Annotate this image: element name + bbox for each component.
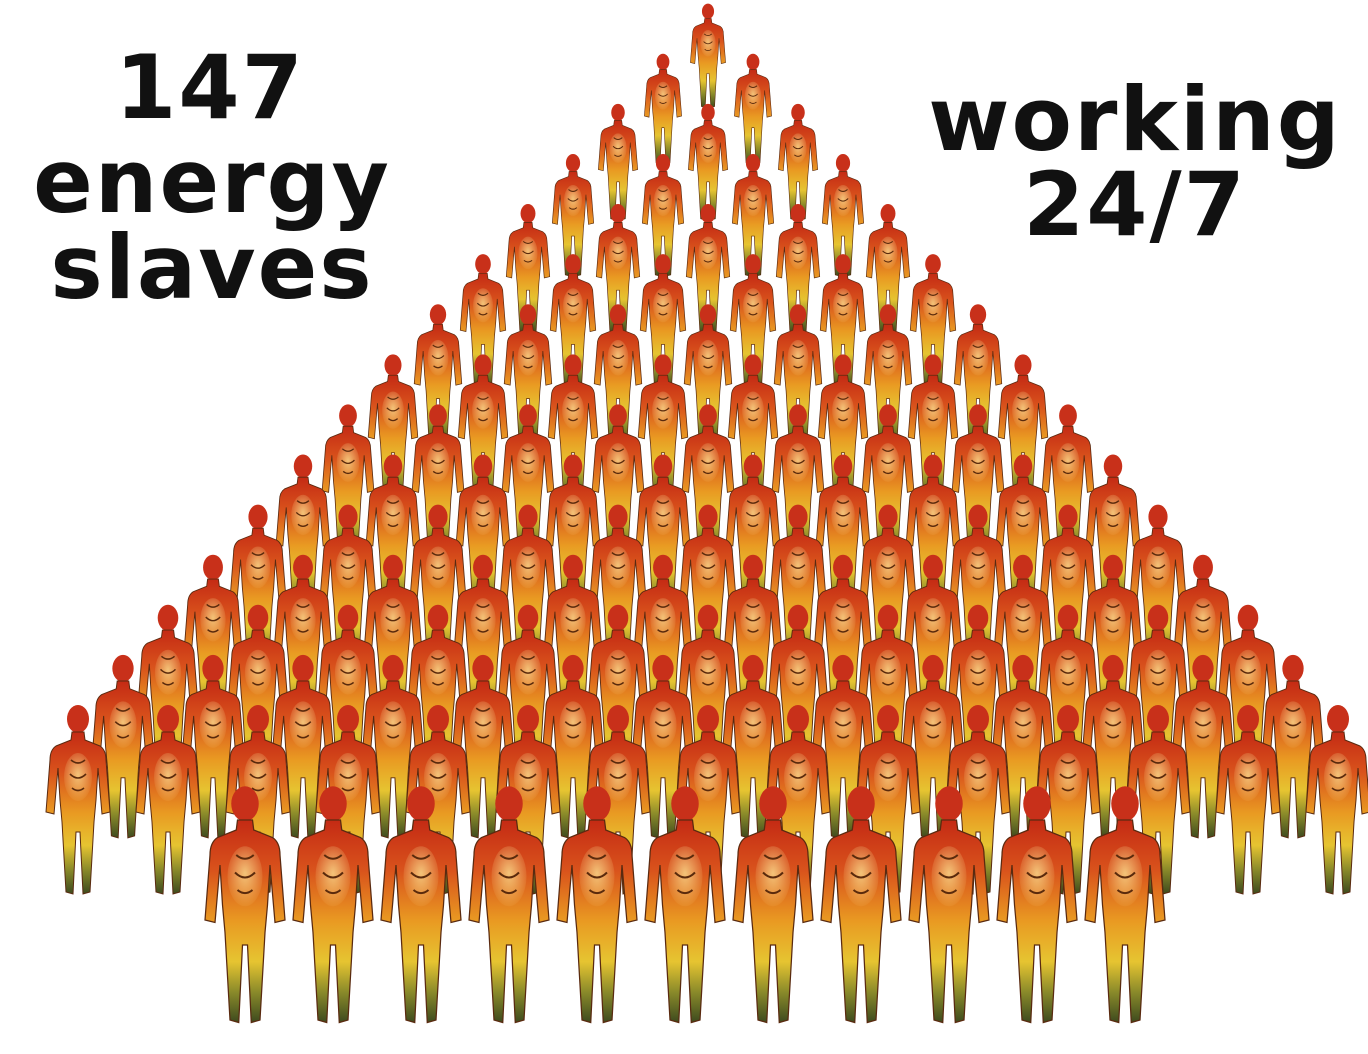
figure: [778, 104, 817, 220]
caption-line: slaves: [50, 216, 373, 319]
caption-line: 24/7: [1023, 153, 1247, 256]
figure: [690, 4, 725, 108]
page: 147 energy slaves working 24/7 (() => { …: [0, 0, 1368, 1054]
caption-number: 147: [115, 36, 305, 139]
figure: [734, 54, 771, 164]
poster: 147 energy slaves working 24/7: [0, 0, 1368, 1054]
figure: [598, 104, 637, 220]
figure: [688, 104, 727, 220]
figure: [644, 54, 681, 164]
